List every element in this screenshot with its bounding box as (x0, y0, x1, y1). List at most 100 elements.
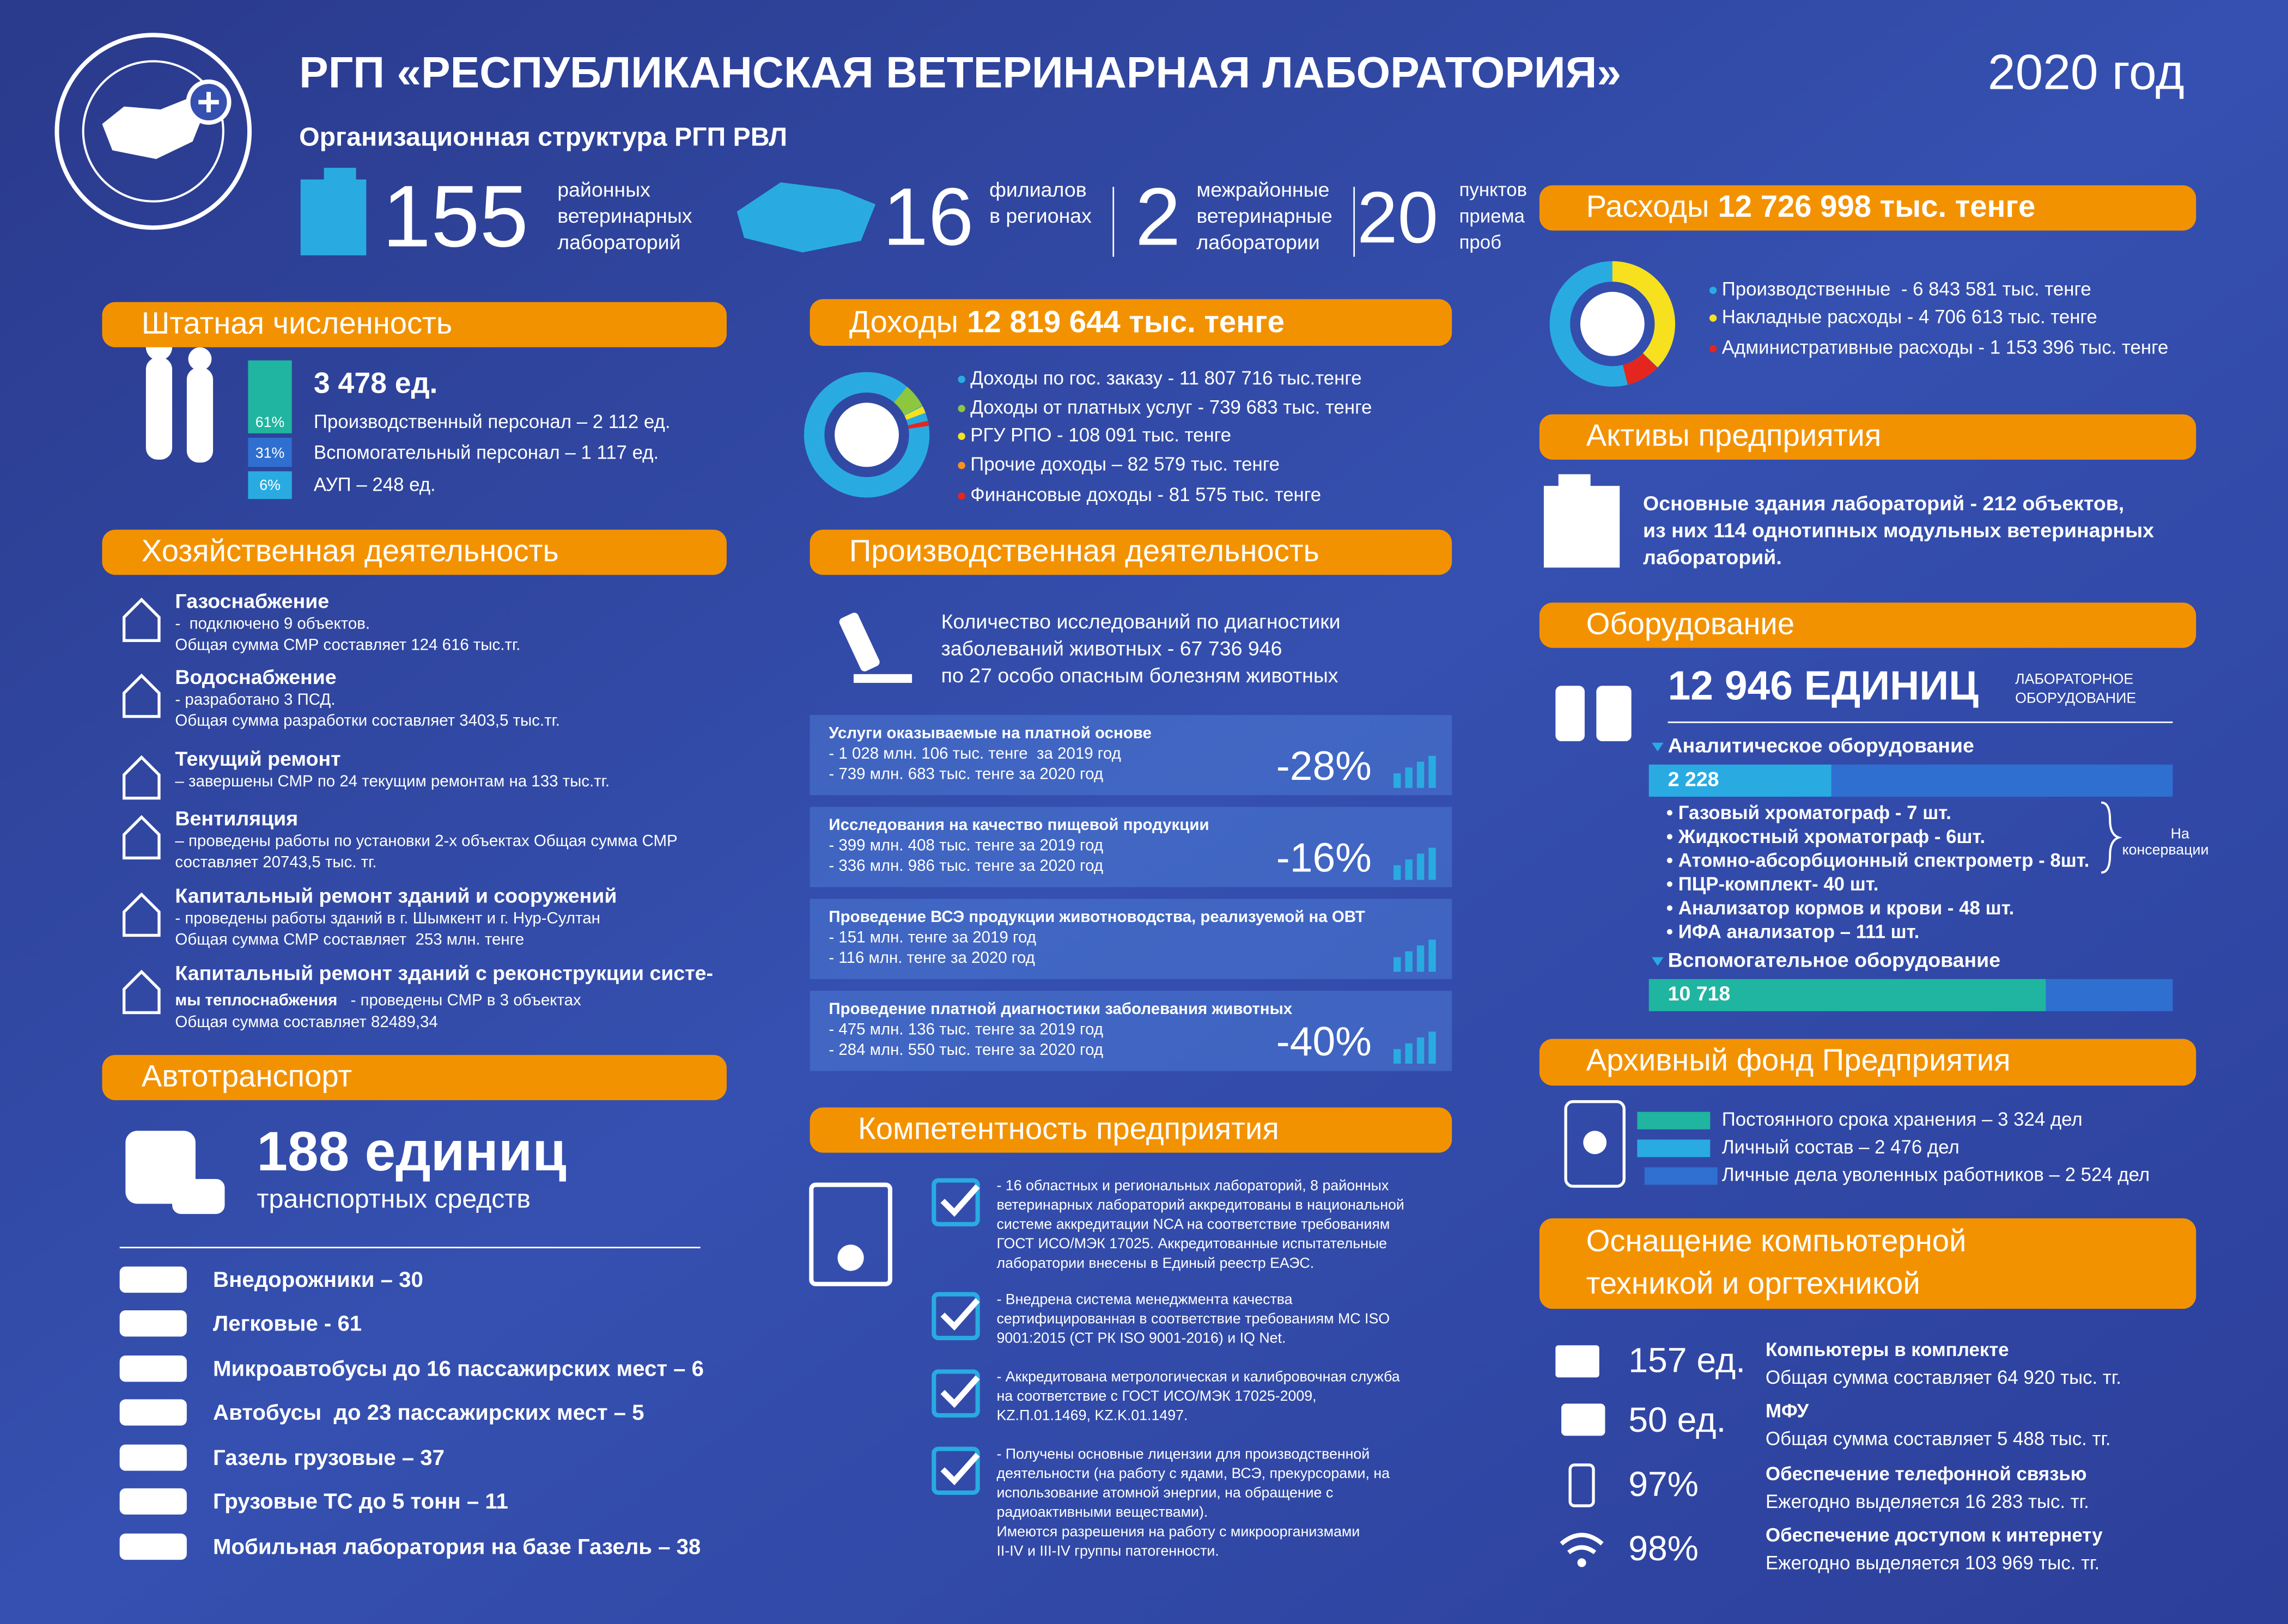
equipment-item: • Анализатор кормов и крови - 48 шт. (1666, 898, 2014, 919)
section-title: Оборудование (1586, 606, 1795, 640)
legend-dot (1709, 314, 1717, 322)
it-value: 97% (1628, 1464, 1699, 1504)
section-title-part: Доходы (849, 304, 958, 339)
stat-value: 16 (883, 171, 974, 262)
stat-label: в регионах (989, 204, 1092, 227)
item-line: составляет 20743,5 тыс. тг. (175, 853, 376, 871)
section-header (102, 529, 727, 575)
competence-line: использование атомной энергии, на обраще… (996, 1485, 1333, 1501)
stat-label: приема (1459, 205, 1525, 227)
item-line: – проведены работы по установки 2-х объе… (175, 832, 677, 850)
vehicle-icon (119, 1399, 187, 1426)
section-header (810, 1107, 1452, 1153)
assets-line: из них 114 однотипных модульных ветерина… (1643, 518, 2154, 541)
it-title: МФУ (1766, 1401, 1809, 1422)
competence-line: ГОСТ ИСО/МЭК 17025. Аккредитованные испы… (996, 1235, 1387, 1251)
check-box (932, 1369, 980, 1418)
donuts (804, 261, 1675, 498)
item-icon (122, 597, 161, 642)
vehicle-item: Легковые - 61 (213, 1311, 362, 1335)
competence-line: лаборатории внесены в Единый реестр ЕАЭС… (996, 1255, 1314, 1271)
competence-line: ветеринарных лабораторий аккредитованы в… (996, 1196, 1404, 1213)
stat-label: районных (557, 178, 650, 201)
staff-total: 3 478 ед. (314, 367, 438, 399)
legend-item: Административные расходы - 1 153 396 тыс… (1722, 337, 2169, 358)
it-title: Компьютеры в комплекте (1766, 1339, 2009, 1360)
equipment-item: • Газовый хроматограф - 7 шт. (1666, 802, 1951, 823)
box-line: - 151 млн. тенге за 2019 год (829, 929, 1036, 947)
it-value: 98% (1628, 1529, 1699, 1568)
page-title: РГП «РЕСПУБЛИКАНСКАЯ ВЕТЕРИНАРНАЯ ЛАБОРА… (299, 48, 1621, 97)
section-title: Производственная деятельность (849, 533, 1319, 567)
stat-label: ветеринарные (1196, 204, 1332, 227)
it-value: 157 ед. (1628, 1340, 1745, 1379)
staff-row: АУП – 248 ед. (314, 474, 436, 495)
trend-icon (1394, 755, 1436, 788)
legend-item: Прочие доходы – 82 579 тыс. тенге (970, 454, 1280, 475)
section-header (810, 529, 1452, 575)
section-header (1539, 1039, 2196, 1086)
staff-row: Вспомогательный персонал – 1 117 ед. (314, 442, 659, 463)
item-line: Общая сумма составляет 82489,34 (175, 1013, 437, 1031)
item-line: – завершены СМР по 24 текущим ремонтам н… (175, 772, 610, 790)
box-line: - 475 млн. 136 тыс. тенге за 2019 год (829, 1020, 1103, 1038)
competence-line: 9001:2015 (СТ РК ISO 9001-2016) и IQ Net… (996, 1330, 1286, 1346)
item-line-part: - проведены СМР в 3 объектах (346, 991, 581, 1009)
section-header (102, 1055, 727, 1101)
item-title: Капитальный ремонт зданий и сооружений (175, 884, 617, 907)
section-title: Архивный фонд Предприятия (1586, 1042, 2011, 1077)
equipment-total-label: ОБОРУДОВАНИЕ (2015, 689, 2136, 706)
equipment-count: 2 228 (1668, 767, 1719, 790)
item-line: Общая сумма СМР составляет 253 млн. тенг… (175, 931, 524, 949)
item-line: - проведены работы зданий в г. Шымкент и… (175, 909, 600, 927)
transport-total: 188 единиц (257, 1120, 566, 1182)
it-title: Обеспечение телефонной связью (1766, 1463, 2086, 1485)
check-mark (940, 1452, 980, 1486)
legend-item: Финансовые доходы - 81 575 тыс. тенге (970, 484, 1321, 505)
trend-icon (1394, 1031, 1436, 1064)
item-line: - подключено 9 объектов. (175, 614, 370, 632)
equipment-count: 10 718 (1668, 982, 1731, 1005)
summary-line: Количество исследований по диагностики (941, 610, 1341, 633)
item-icon (122, 755, 161, 800)
competence-line: - Получены основные лицензии для произво… (996, 1445, 1370, 1462)
equipment-group: Вспомогательное оборудование (1668, 949, 2000, 972)
competence-line: сертифицированная в соответствие требова… (996, 1310, 1390, 1327)
trend-icon (1394, 847, 1436, 880)
vehicle-item: Автобусы до 23 пассажирских мест – 5 (213, 1400, 644, 1425)
section-title: Штатная численность (142, 306, 452, 340)
vehicle-icon (119, 1533, 187, 1560)
item-line-part: мы теплоснабжения (175, 991, 337, 1009)
check-mark (940, 1184, 980, 1217)
staff-row: Производственный персонал – 2 112 ед. (314, 411, 671, 432)
vehicle-item: Микроавтобусы до 16 пассажирских мест – … (213, 1356, 704, 1381)
legend-item: Доходы по гос. заказу - 11 807 716 тыс.т… (970, 368, 1361, 389)
equipment-group: Аналитическое оборудование (1668, 734, 1974, 757)
it-text: Ежегодно выделяется 103 969 тыс. тг. (1766, 1552, 2100, 1573)
competence-line: - 16 областных и региональных лаборатори… (996, 1177, 1389, 1193)
item-icon (122, 673, 161, 718)
section-title: Активы предприятия (1586, 418, 1882, 453)
staff-percent: 31% (255, 444, 285, 461)
vehicle-item: Мобильная лаборатория на базе Газель – 3… (213, 1534, 701, 1559)
competence-line: - Внедрена система менеджмента качества (996, 1291, 1292, 1307)
vehicle-icon (119, 1310, 187, 1337)
it-title: Обеспечение доступом к интернету (1766, 1524, 2103, 1546)
it-value: 50 ед. (1628, 1400, 1726, 1439)
box-line: - 116 млн. тенге за 2020 год (829, 949, 1035, 967)
stat-label: филиалов (989, 178, 1087, 201)
legend-item: Доходы от платных услуг - 739 683 тыс. т… (970, 396, 1372, 418)
section-title: Автотранспорт (142, 1059, 352, 1093)
icons (119, 168, 2173, 1567)
legend-dot (958, 492, 965, 500)
item-title: Текущий ремонт (175, 747, 340, 770)
legend-dot (958, 461, 965, 469)
competence-line: на соответствие с ГОСТ ИСО/МЭК 17025-200… (996, 1388, 1316, 1404)
vehicle-item: Внедорожники – 30 (213, 1267, 423, 1292)
logo (54, 33, 252, 230)
section-title: Оснащение компьютерной (1586, 1224, 1967, 1258)
item-line: Общая сумма разработки составляет 3403,5… (175, 712, 559, 730)
section-title: Компетентность предприятия (858, 1111, 1279, 1145)
box-title: Исследования на качество пищевой продукц… (829, 816, 1209, 834)
assets-line: лабораторий. (1643, 546, 1782, 569)
